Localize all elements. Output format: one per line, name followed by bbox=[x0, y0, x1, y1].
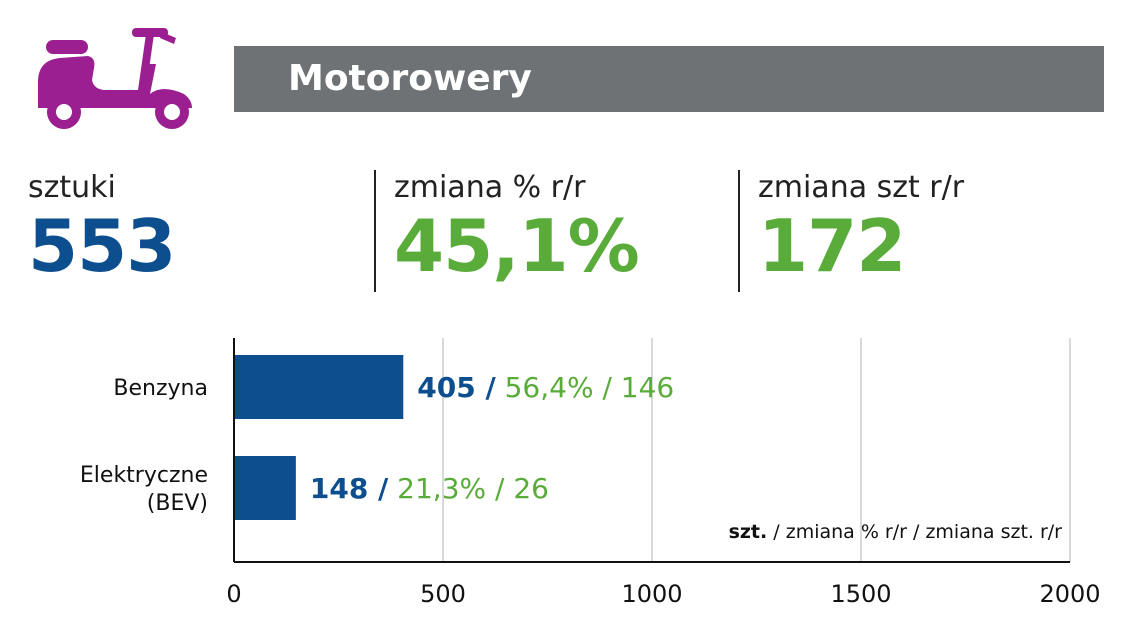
title-bar: Motorowery bbox=[234, 46, 1104, 112]
data-label-units: 148 / bbox=[310, 472, 389, 505]
kpi-change-units-label: zmiana szt r/r bbox=[758, 170, 965, 205]
kpi-units-label: sztuki bbox=[28, 170, 116, 205]
data-label-units: 405 / bbox=[417, 371, 496, 404]
kpi-change-percent: zmiana % r/r 45,1% bbox=[374, 170, 640, 292]
x-tick-label: 0 bbox=[226, 580, 241, 608]
bar-chart: 0 500 1000 1500 2000 Benzyna 405 / 56,4% / 146… bbox=[80, 338, 1101, 608]
category-label-line: Elektryczne bbox=[80, 463, 208, 488]
data-label-change: 21,3% / 26 bbox=[388, 472, 549, 505]
scooter-icon bbox=[38, 28, 192, 129]
kpi-change-percent-value: 45,1% bbox=[394, 204, 640, 288]
category-label-line: (BEV) bbox=[147, 491, 208, 516]
x-tick-label: 1500 bbox=[830, 580, 891, 608]
category-label: Elektryczne (BEV) bbox=[80, 463, 208, 516]
category-label: Benzyna bbox=[113, 376, 208, 401]
x-tick-label: 1000 bbox=[621, 580, 682, 608]
kpi-units: sztuki 553 bbox=[28, 170, 176, 292]
x-tick-label: 500 bbox=[420, 580, 466, 608]
data-label: 405 / 56,4% / 146 bbox=[417, 371, 674, 404]
kpi-change-units-value: 172 bbox=[758, 204, 906, 288]
data-label-change: 56,4% / 146 bbox=[496, 371, 675, 404]
legend-note: szt. / zmiana % r/r / zmiana szt. r/r bbox=[729, 521, 1063, 543]
page-title: Motorowery bbox=[288, 58, 532, 99]
kpi-change-units: zmiana szt r/r 172 bbox=[738, 170, 964, 292]
x-tick-label: 2000 bbox=[1039, 580, 1100, 608]
bar bbox=[235, 456, 296, 520]
category-label-line: Benzyna bbox=[113, 376, 208, 401]
data-label: 148 / 21,3% / 26 bbox=[310, 472, 549, 505]
kpi-units-value: 553 bbox=[28, 204, 176, 288]
bar bbox=[235, 355, 404, 419]
legend-note-rest: / zmiana % r/r / zmiana szt. r/r bbox=[767, 521, 1062, 543]
kpi-change-percent-label: zmiana % r/r bbox=[394, 170, 586, 205]
legend-note-bold: szt. bbox=[729, 521, 768, 543]
